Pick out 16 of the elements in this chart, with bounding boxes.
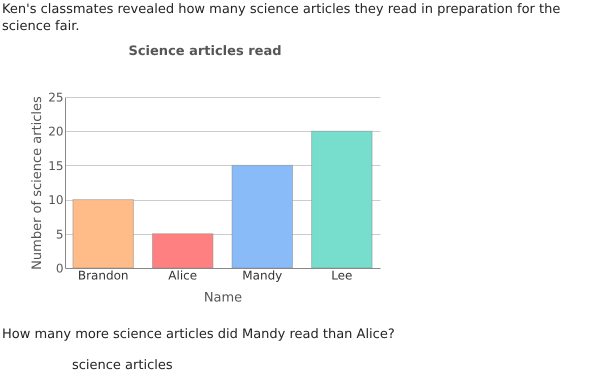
chart-title: Science articles read	[128, 44, 282, 59]
x-axis-title: Name	[204, 290, 242, 306]
x-tick-label: Alice	[168, 268, 198, 282]
y-tick-label: 0	[56, 262, 64, 276]
text: How many more science articles did Mandy read than Alice?	[2, 327, 395, 342]
y-tick-label: 25	[48, 90, 64, 104]
y-tick-label: 10	[48, 193, 64, 208]
x-tick-label: Lee	[331, 268, 352, 282]
text: Ken's classmates revealed how many science articles they read in preparation for the science fair.	[2, 2, 560, 34]
x-tick-label: Mandy	[242, 268, 282, 282]
y-tick-label: 5	[56, 227, 64, 242]
text: science articles	[72, 358, 173, 373]
y-tick-label: 15	[48, 158, 64, 173]
y-axis-title: Number of science articles	[30, 96, 46, 270]
y-tick-label: 20	[48, 124, 64, 139]
x-tick-label: Brandon	[78, 268, 129, 282]
